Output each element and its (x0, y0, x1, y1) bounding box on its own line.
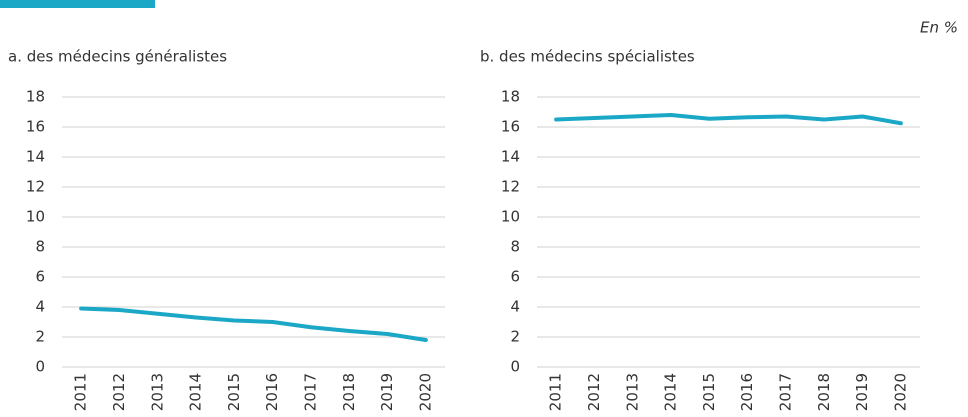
y-tick-label: 16 (26, 118, 45, 136)
y-tick-label: 6 (35, 268, 45, 286)
chart-title: a. des médecins généralistes (8, 48, 227, 66)
x-tick-label: 2015 (225, 373, 243, 411)
x-tick-label: 2020 (891, 373, 909, 411)
x-tick-label: 2011 (547, 373, 565, 411)
chart-title: b. des médecins spécialistes (480, 48, 695, 66)
x-tick-label: 2013 (623, 373, 641, 411)
header-band (0, 0, 155, 8)
y-tick-label: 10 (501, 208, 520, 226)
y-tick-label: 0 (510, 358, 520, 376)
y-tick-label: 4 (35, 298, 45, 316)
x-tick-label: 2014 (662, 373, 680, 411)
y-tick-label: 0 (35, 358, 45, 376)
x-tick-label: 2016 (263, 373, 281, 411)
y-tick-label: 14 (26, 148, 45, 166)
y-tick-label: 18 (501, 88, 520, 106)
data-line (554, 113, 903, 126)
unit-note: En % (920, 19, 958, 37)
y-tick-label: 12 (26, 178, 45, 196)
x-tick-label: 2017 (301, 373, 319, 411)
y-tick-label: 12 (501, 178, 520, 196)
x-tick-label: 2015 (700, 373, 718, 411)
x-tick-label: 2016 (738, 373, 756, 411)
x-tick-label: 2012 (110, 373, 128, 411)
x-tick-label: 2013 (148, 373, 166, 411)
x-tick-label: 2017 (776, 373, 794, 411)
x-tick-label: 2018 (340, 373, 358, 411)
x-tick-label: 2011 (72, 373, 90, 411)
x-tick-label: 2020 (416, 373, 434, 411)
y-tick-label: 2 (35, 328, 45, 346)
y-tick-label: 6 (510, 268, 520, 286)
y-tick-label: 8 (35, 238, 45, 256)
x-tick-label: 2019 (853, 373, 871, 411)
x-tick-label: 2018 (815, 373, 833, 411)
data-line (79, 306, 428, 342)
x-tick-label: 2019 (378, 373, 396, 411)
y-tick-label: 14 (501, 148, 520, 166)
y-tick-label: 8 (510, 238, 520, 256)
x-tick-label: 2012 (585, 373, 603, 411)
x-tick-label: 2014 (187, 373, 205, 411)
y-tick-label: 16 (501, 118, 520, 136)
y-tick-label: 10 (26, 208, 45, 226)
y-tick-label: 4 (510, 298, 520, 316)
y-tick-label: 2 (510, 328, 520, 346)
y-tick-label: 18 (26, 88, 45, 106)
